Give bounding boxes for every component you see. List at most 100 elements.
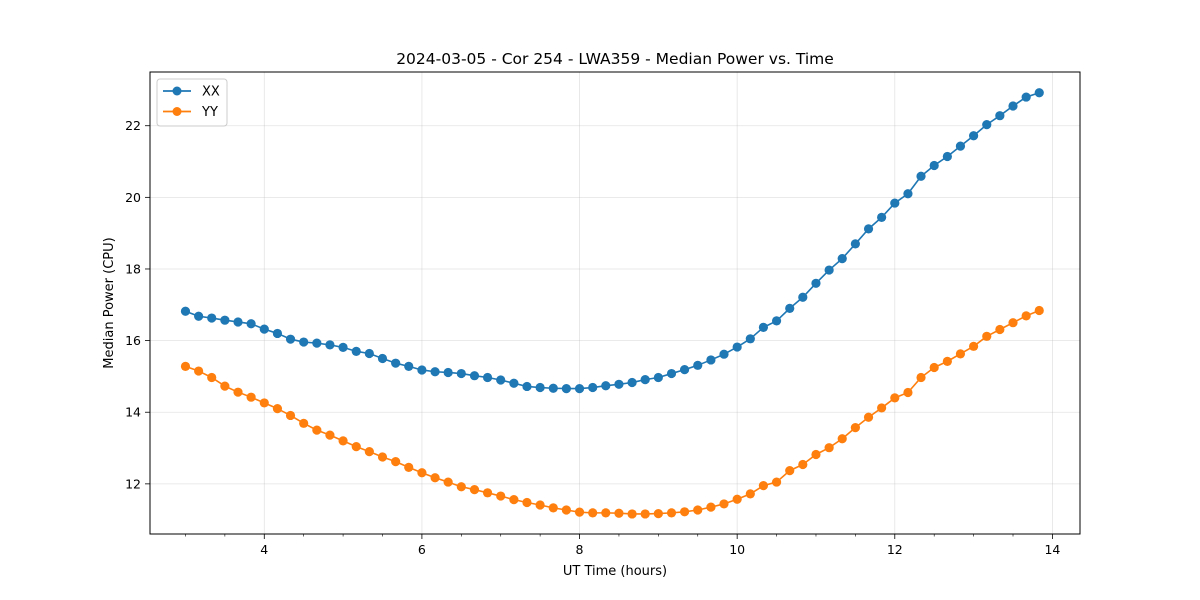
data-point-xx (180, 306, 191, 316)
data-point-xx (995, 111, 1005, 121)
data-point-yy (272, 404, 283, 414)
data-point-yy (194, 366, 204, 376)
data-point-xx (929, 160, 939, 171)
data-point-yy (443, 477, 453, 487)
data-point-xx (601, 381, 611, 391)
data-point-xx (745, 334, 755, 344)
y-tick-label: 16 (125, 333, 141, 348)
data-point-yy (509, 495, 519, 505)
data-point-xx (548, 383, 558, 393)
data-point-yy (706, 502, 716, 512)
data-point-yy (548, 503, 558, 513)
x-tick-label: 12 (887, 542, 903, 557)
data-point-xx (364, 348, 374, 359)
data-point-xx (771, 316, 782, 326)
data-point-yy (995, 324, 1005, 335)
x-tick-label: 6 (418, 542, 426, 557)
data-point-xx (666, 368, 677, 379)
data-point-xx (850, 239, 860, 249)
chart-title: 2024-03-05 - Cor 254 - LWA359 - Median P… (396, 50, 834, 68)
data-point-xx (732, 342, 742, 352)
data-point-yy (785, 466, 795, 476)
data-point-yy (1008, 318, 1018, 328)
y-tick-label: 18 (125, 261, 141, 276)
data-point-yy (535, 500, 545, 510)
data-point-yy (969, 341, 979, 351)
data-point-yy (640, 509, 650, 519)
data-point-xx (574, 384, 585, 394)
data-point-xx (955, 141, 966, 151)
data-point-yy (574, 507, 585, 517)
data-point-yy (180, 361, 191, 371)
data-point-xx (588, 382, 598, 393)
data-point-xx (325, 340, 335, 350)
data-point-xx (299, 337, 309, 347)
data-point-yy (982, 331, 992, 341)
y-axis-label: Median Power (CPU) (102, 237, 117, 368)
x-tick-label: 10 (729, 542, 745, 557)
data-point-xx (522, 381, 532, 392)
data-point-yy (863, 412, 874, 422)
data-point-xx (679, 365, 690, 375)
data-point-yy (404, 462, 414, 472)
data-point-xx (969, 131, 979, 141)
data-point-xx (627, 377, 637, 388)
y-tick-label: 12 (125, 476, 141, 491)
data-point-xx (837, 253, 847, 264)
data-point-xx (220, 315, 230, 325)
data-point-yy (456, 482, 466, 492)
data-point-xx (758, 322, 769, 332)
data-point-yy (666, 508, 677, 518)
data-point-xx (824, 265, 834, 275)
data-point-yy (364, 447, 374, 457)
data-point-xx (877, 212, 887, 222)
data-point-yy (522, 497, 532, 508)
data-point-xx (272, 328, 283, 339)
data-point-xx (377, 353, 388, 364)
data-point-xx (233, 317, 243, 327)
plot-frame (149, 71, 1081, 535)
data-point-xx (693, 360, 703, 370)
data-point-xx (496, 375, 506, 385)
data-point-xx (561, 384, 571, 394)
data-point-xx (285, 334, 296, 344)
legend: XX YY (156, 78, 228, 127)
data-point-yy (679, 507, 690, 517)
data-point-xx (391, 358, 401, 368)
data-point-yy (601, 508, 611, 518)
data-point-xx (1008, 101, 1018, 111)
data-point-yy (890, 393, 900, 403)
data-point-yy (391, 457, 401, 467)
data-point-xx (719, 349, 729, 359)
data-point-yy (771, 477, 782, 487)
data-point-yy (259, 398, 269, 408)
data-point-yy (758, 481, 769, 491)
data-point-yy (653, 508, 663, 519)
data-point-xx (351, 346, 361, 356)
data-point-yy (246, 392, 256, 402)
data-point-xx (443, 367, 453, 378)
data-point-yy (299, 418, 309, 428)
data-point-xx (456, 368, 466, 379)
data-point-yy (955, 349, 966, 359)
data-point-yy (877, 403, 887, 413)
y-tick-label: 22 (125, 118, 141, 133)
data-point-yy (233, 387, 243, 397)
data-point-xx (482, 372, 493, 383)
data-point-xx (535, 382, 545, 393)
data-point-xx (863, 224, 874, 234)
data-point-xx (811, 278, 821, 288)
x-tick-label: 8 (576, 542, 584, 557)
data-point-xx (785, 303, 795, 313)
data-point-yy (850, 423, 860, 433)
data-point-xx (706, 355, 716, 365)
legend-xx-label: XX (202, 85, 220, 100)
data-point-yy (1034, 305, 1044, 316)
data-point-yy (469, 484, 480, 495)
data-point-yy (929, 362, 939, 373)
data-point-yy (561, 505, 571, 515)
data-point-yy (942, 356, 952, 366)
data-point-yy (693, 505, 703, 515)
data-point-yy (811, 449, 821, 460)
